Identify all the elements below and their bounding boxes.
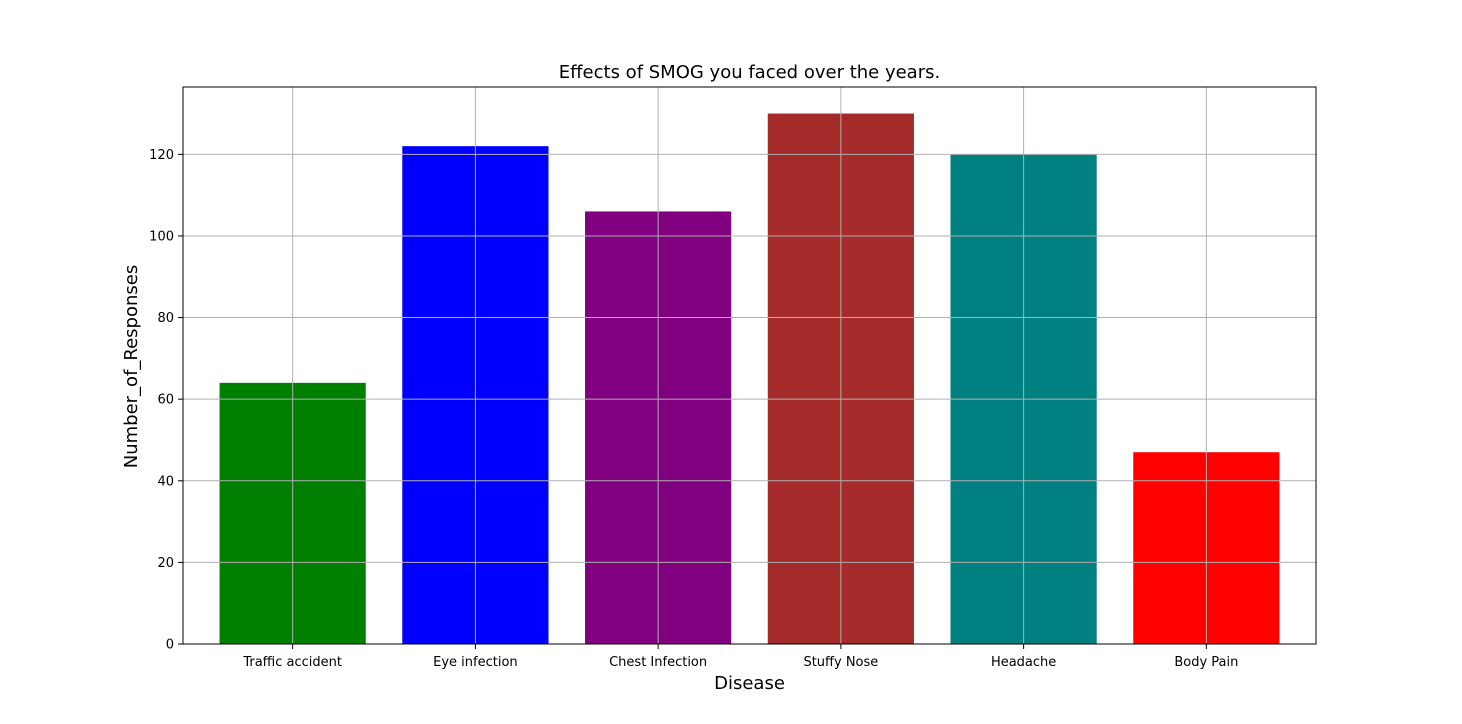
plot-frame [182, 86, 1317, 645]
x-tick-label: Body Pain [1174, 655, 1238, 670]
x-axis-label: Disease [714, 673, 785, 694]
y-tick-label: 20 [157, 556, 174, 571]
x-tick-label: Headache [991, 655, 1056, 670]
x-tick-label: Chest Infection [609, 655, 707, 670]
ticks-layer: 0 20 40 60 80 100 120 Traffic accident Eye infec… [149, 148, 1238, 670]
y-tick-label: 80 [157, 311, 174, 326]
y-tick-label: 0 [166, 638, 174, 653]
y-tick-label: 100 [149, 229, 174, 244]
y-tick-label: 40 [157, 474, 174, 489]
x-tick-label: Traffic accident [242, 655, 342, 670]
chart-title: Effects of SMOG you faced over the years… [559, 62, 940, 83]
x-tick-label: Eye infection [433, 655, 518, 670]
y-tick-label: 120 [149, 148, 174, 163]
x-tick-label: Stuffy Nose [803, 655, 878, 670]
y-tick-label: 60 [157, 393, 174, 408]
y-axis-label: Number_of_Responses [121, 265, 142, 468]
